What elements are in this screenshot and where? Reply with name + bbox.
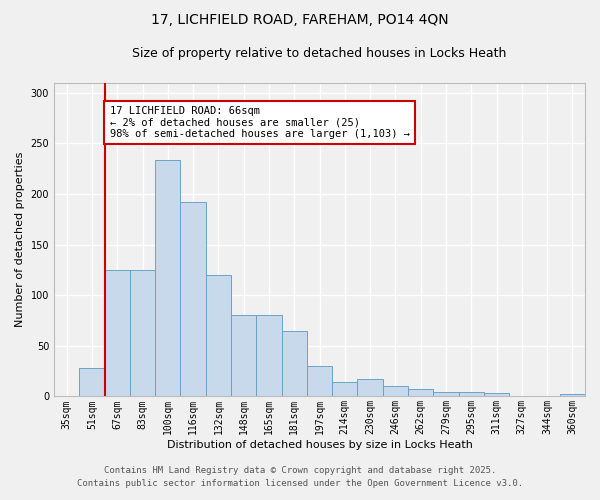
Bar — [458, 392, 484, 396]
Text: 17, LICHFIELD ROAD, FAREHAM, PO14 4QN: 17, LICHFIELD ROAD, FAREHAM, PO14 4QN — [151, 12, 449, 26]
Bar — [206, 275, 231, 396]
Bar — [560, 394, 585, 396]
Bar — [383, 386, 408, 396]
Bar — [408, 390, 433, 396]
Bar — [332, 382, 358, 396]
Bar — [433, 392, 458, 396]
X-axis label: Distribution of detached houses by size in Locks Heath: Distribution of detached houses by size … — [167, 440, 472, 450]
Text: Contains HM Land Registry data © Crown copyright and database right 2025.
Contai: Contains HM Land Registry data © Crown c… — [77, 466, 523, 487]
Title: Size of property relative to detached houses in Locks Heath: Size of property relative to detached ho… — [133, 48, 507, 60]
Bar — [358, 379, 383, 396]
Bar — [104, 270, 130, 396]
Y-axis label: Number of detached properties: Number of detached properties — [15, 152, 25, 327]
Bar — [130, 270, 155, 396]
Bar — [231, 316, 256, 396]
Bar — [79, 368, 104, 396]
Bar — [281, 330, 307, 396]
Bar — [155, 160, 181, 396]
Bar — [307, 366, 332, 396]
Text: 17 LICHFIELD ROAD: 66sqm
← 2% of detached houses are smaller (25)
98% of semi-de: 17 LICHFIELD ROAD: 66sqm ← 2% of detache… — [110, 106, 410, 139]
Bar — [256, 316, 281, 396]
Bar — [181, 202, 206, 396]
Bar — [484, 394, 509, 396]
